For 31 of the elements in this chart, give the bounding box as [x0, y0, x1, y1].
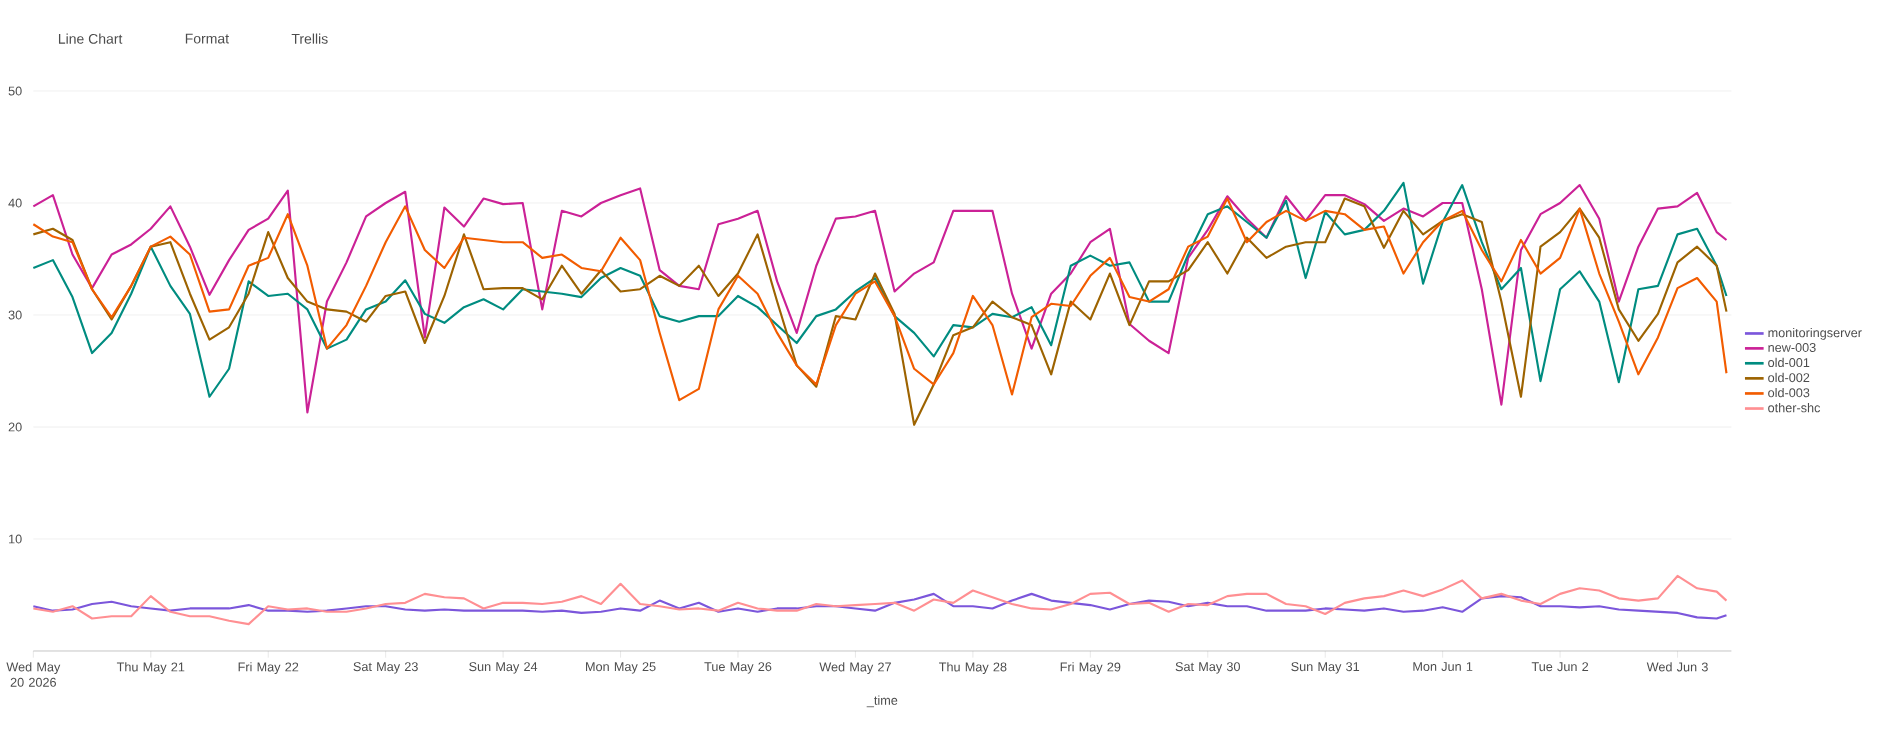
line-series [32, 574, 1728, 626]
y-tick-label: 30 [8, 310, 22, 320]
x-tick-label: Wed May 20 2026 [6, 662, 61, 687]
legend-label: new-003 [1768, 343, 1816, 352]
legend-label: old-003 [1768, 387, 1810, 398]
x-axis-title: _time [866, 695, 898, 708]
text: Line Chart [58, 33, 123, 44]
y-tick-label: 40 [8, 198, 22, 208]
text: Trellis [291, 33, 328, 44]
x-tick-label: Mon May 25 [586, 662, 656, 674]
x-tick-label: Fri May 22 [238, 662, 299, 674]
legend-label: old-001 [1768, 357, 1810, 368]
x-tick-label: Sat May 30 [1175, 662, 1240, 674]
x-tick-label: Thu May 21 [116, 662, 185, 674]
x-tick-label: Mon Jun 1 [1413, 662, 1473, 671]
legend-label: old-002 [1768, 372, 1810, 383]
x-tick-label: Sun May 24 [469, 662, 538, 674]
y-tick-label: 10 [9, 534, 22, 544]
x-tick-label: Wed Jun 3 [1646, 662, 1708, 672]
x-tick-label: Tue May 26 [704, 662, 772, 674]
y-tick-label: 20 [8, 422, 22, 432]
x-tick-label: Tue Jun 2 [1531, 662, 1589, 672]
x-tick-label: Thu May 28 [939, 662, 1007, 674]
x-tick-label: Wed May 27 [819, 662, 891, 674]
legend-label: other-shc [1768, 402, 1821, 413]
text: Format [185, 33, 229, 44]
x-tick-label: Sun May 31 [1291, 662, 1360, 674]
legend-label: monitoringserver [1768, 327, 1862, 340]
x-tick-label: Sat May 23 [353, 662, 418, 674]
x-tick-label: Fri May 29 [1060, 662, 1121, 674]
y-tick-label: 50 [8, 86, 22, 96]
